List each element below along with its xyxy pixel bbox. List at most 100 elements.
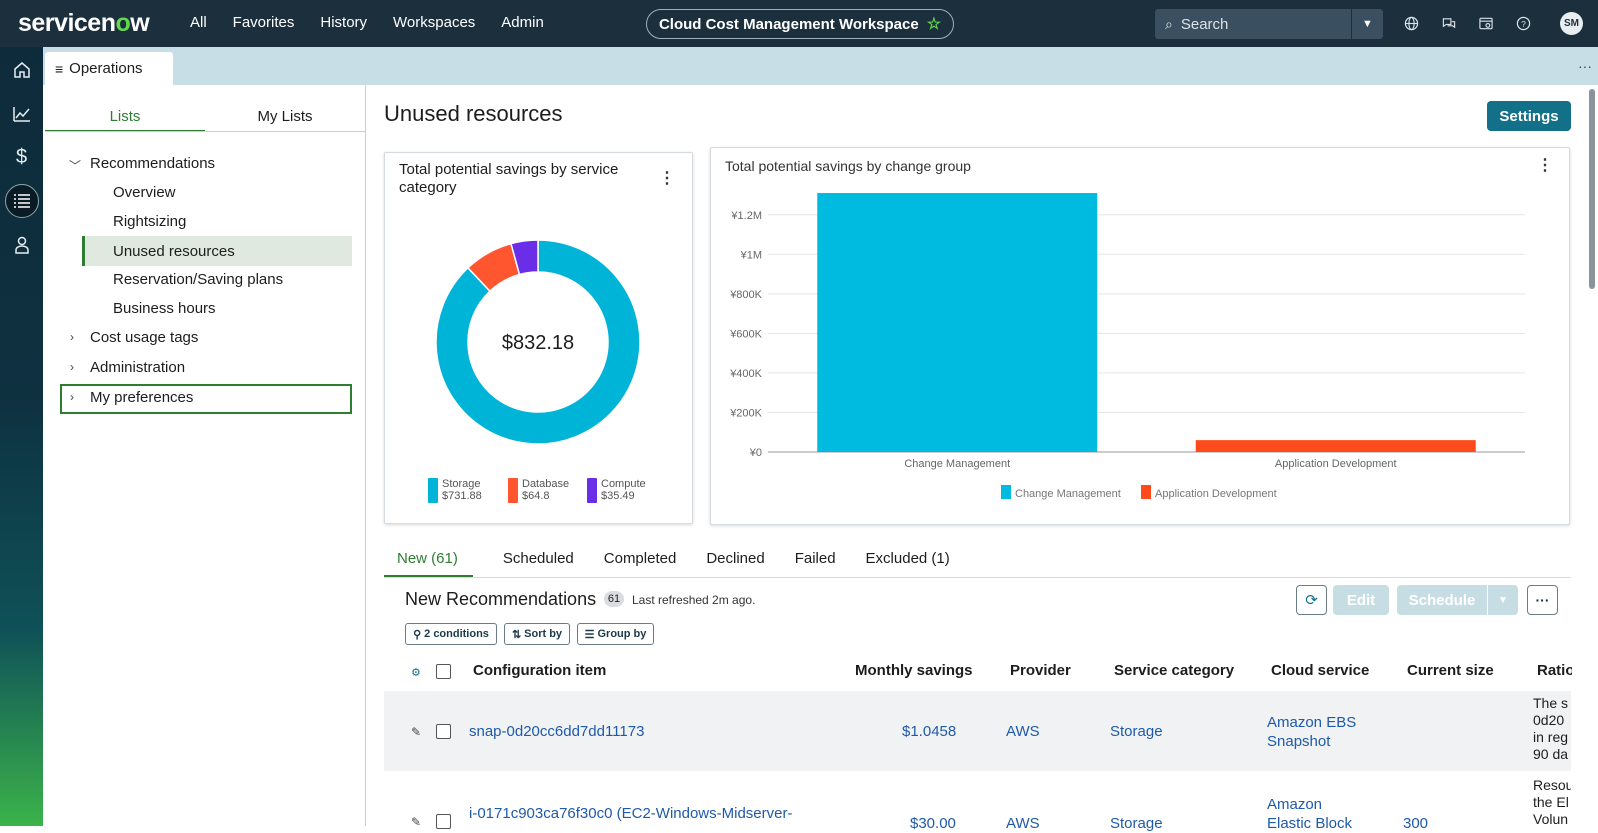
card2-menu-icon[interactable]: ⋮ bbox=[1537, 157, 1553, 174]
edit-button[interactable]: Edit bbox=[1333, 585, 1389, 615]
refresh-button[interactable]: ⟳ bbox=[1296, 585, 1327, 615]
card1-menu-icon[interactable]: ⋮ bbox=[659, 170, 675, 187]
cloud-service-link[interactable]: Amazon Elastic Block bbox=[1267, 795, 1352, 833]
star-icon[interactable]: ☆ bbox=[926, 16, 942, 33]
dollar-icon[interactable]: $ bbox=[15, 145, 28, 168]
x-tick-label: Change Management bbox=[904, 458, 1010, 470]
tab-new[interactable]: New (61) bbox=[384, 550, 473, 577]
y-tick-label: ¥200K bbox=[729, 407, 762, 419]
header-provider[interactable]: Provider bbox=[1010, 662, 1071, 679]
x-tick-label: Application Development bbox=[1275, 458, 1397, 470]
chat-icon[interactable] bbox=[1441, 15, 1457, 31]
nav-all[interactable]: All bbox=[190, 14, 207, 31]
cloud-service-line2: Elastic Block bbox=[1267, 815, 1353, 832]
home-icon[interactable] bbox=[0, 53, 43, 87]
more-actions-button[interactable]: ··· bbox=[1527, 585, 1558, 615]
legend-swatch-database bbox=[508, 478, 518, 503]
schedule-button[interactable]: Schedule bbox=[1397, 585, 1487, 615]
tree-administration[interactable]: Administration bbox=[90, 359, 186, 376]
tab-operations[interactable]: ≡ Operations bbox=[45, 52, 173, 85]
chevron-down-icon[interactable]: ﹀ bbox=[69, 159, 82, 173]
tab-my-lists[interactable]: My Lists bbox=[257, 108, 313, 125]
provider-link[interactable]: AWS bbox=[1006, 723, 1040, 740]
monthly-savings-link[interactable]: $1.0458 bbox=[902, 723, 957, 740]
workspace-pill[interactable]: Cloud Cost Management Workspace ☆ bbox=[646, 9, 954, 39]
tree-recommendations[interactable]: Recommendations bbox=[90, 155, 216, 172]
search-placeholder: Search bbox=[1180, 15, 1229, 33]
menu-icon[interactable]: ≡ bbox=[55, 60, 64, 77]
sort-by-chip[interactable]: ⇅ Sort by bbox=[504, 623, 570, 645]
nav-favorites[interactable]: Favorites bbox=[232, 14, 295, 31]
provider-link[interactable]: AWS bbox=[1006, 815, 1040, 832]
tree-item-unused-resources[interactable]: Unused resources bbox=[113, 243, 235, 260]
conditions-filter-chip[interactable]: ⚲ 2 conditions bbox=[405, 623, 497, 645]
tree-item-rightsizing[interactable]: Rightsizing bbox=[113, 213, 187, 230]
configuration-item-link[interactable]: snap-0d20cc6dd7dd11173 bbox=[469, 723, 645, 740]
globe-icon[interactable] bbox=[1403, 15, 1419, 31]
tab-scheduled[interactable]: Scheduled bbox=[502, 550, 574, 567]
servicenow-logo[interactable]: servicenow bbox=[18, 9, 150, 38]
pencil-icon[interactable]: ✎ bbox=[411, 815, 422, 829]
header-ratio[interactable]: Ratio bbox=[1537, 662, 1572, 679]
group-by-chip[interactable]: ☰ Group by bbox=[577, 623, 654, 645]
legend-database: Database $64.8 bbox=[508, 478, 569, 503]
configuration-item-link[interactable]: i-0171c903ca76f30c0 (EC2-Windows-Midserv… bbox=[469, 805, 793, 822]
tree-item-business-hours[interactable]: Business hours bbox=[113, 300, 216, 317]
settings-button[interactable]: Settings bbox=[1487, 101, 1571, 131]
tab-declined[interactable]: Declined bbox=[706, 550, 765, 567]
search-scope-dropdown[interactable]: ▼ bbox=[1351, 9, 1383, 39]
cloud-service-link[interactable]: Amazon EBS Snapshot bbox=[1267, 713, 1356, 751]
bar-chart: ¥0 ¥200K ¥400K ¥600K ¥800K ¥1M ¥1.2M Change Man… bbox=[729, 193, 1525, 500]
header-configuration-item[interactable]: Configuration item bbox=[473, 662, 607, 679]
person-icon[interactable] bbox=[0, 228, 43, 262]
row-checkbox[interactable] bbox=[436, 724, 451, 739]
donut-slice-storage bbox=[435, 239, 641, 445]
tree-my-preferences[interactable]: My preferences bbox=[90, 389, 194, 406]
inbox-icon[interactable] bbox=[1478, 15, 1494, 31]
tree-item-overview[interactable]: Overview bbox=[113, 184, 176, 201]
nav-workspaces[interactable]: Workspaces bbox=[393, 14, 476, 31]
service-category-link[interactable]: Storage bbox=[1110, 723, 1163, 740]
cloud-service-line2: Snapshot bbox=[1267, 733, 1331, 750]
analytics-icon[interactable] bbox=[0, 97, 43, 131]
tree-item-reservation[interactable]: Reservation/Saving plans bbox=[113, 271, 284, 288]
status-tabs: New (61) Scheduled Completed Declined Fa… bbox=[384, 550, 980, 577]
monthly-savings-link[interactable]: $30.00 bbox=[910, 815, 956, 832]
header-cloud-service[interactable]: Cloud service bbox=[1271, 662, 1370, 679]
logo-text-suffix: w bbox=[130, 9, 150, 37]
header-current-size[interactable]: Current size bbox=[1407, 662, 1494, 679]
list-title: New Recommendations bbox=[405, 589, 597, 609]
column-settings-icon[interactable]: ⚙ bbox=[411, 667, 421, 679]
donut-legend: Storage $731.88 Database $64.8 Compute $35.… bbox=[428, 478, 678, 508]
chevron-right-icon[interactable]: › bbox=[70, 390, 74, 404]
current-size-link[interactable]: 300 bbox=[1403, 815, 1429, 832]
tab-excluded[interactable]: Excluded (1) bbox=[865, 550, 950, 567]
scrollbar[interactable] bbox=[1589, 89, 1595, 289]
header-service-category[interactable]: Service category bbox=[1114, 662, 1235, 679]
table-row[interactable] bbox=[384, 691, 1571, 771]
tab-failed[interactable]: Failed bbox=[794, 550, 836, 567]
tree-cost-usage-tags[interactable]: Cost usage tags bbox=[90, 329, 199, 346]
user-avatar[interactable]: SM bbox=[1560, 12, 1583, 35]
pencil-icon[interactable]: ✎ bbox=[411, 725, 422, 739]
global-search-input[interactable]: ⌕ Search bbox=[1155, 9, 1351, 39]
refresh-icon: ⟳ bbox=[1305, 592, 1318, 609]
more-options-icon[interactable]: ··· bbox=[1578, 58, 1592, 74]
help-icon[interactable]: ? bbox=[1515, 15, 1531, 31]
list-icon[interactable] bbox=[0, 184, 43, 218]
schedule-dropdown[interactable]: ▼ bbox=[1488, 585, 1518, 615]
bar-change-management bbox=[817, 193, 1098, 452]
header-monthly-savings[interactable]: Monthly savings bbox=[855, 662, 973, 679]
legend-swatch-compute bbox=[587, 478, 597, 503]
tab-completed[interactable]: Completed bbox=[603, 550, 677, 567]
chevron-right-icon[interactable]: › bbox=[70, 360, 74, 374]
legend-storage-value: $731.88 bbox=[442, 490, 482, 502]
nav-history[interactable]: History bbox=[320, 14, 368, 31]
service-category-link[interactable]: Storage bbox=[1110, 815, 1163, 832]
select-all-checkbox[interactable] bbox=[436, 664, 451, 679]
nav-admin[interactable]: Admin bbox=[501, 14, 544, 31]
chevron-right-icon[interactable]: › bbox=[70, 330, 74, 344]
legend-compute-name: Compute bbox=[601, 478, 646, 490]
tab-lists[interactable]: Lists bbox=[45, 102, 205, 132]
row-checkbox[interactable] bbox=[436, 814, 451, 829]
